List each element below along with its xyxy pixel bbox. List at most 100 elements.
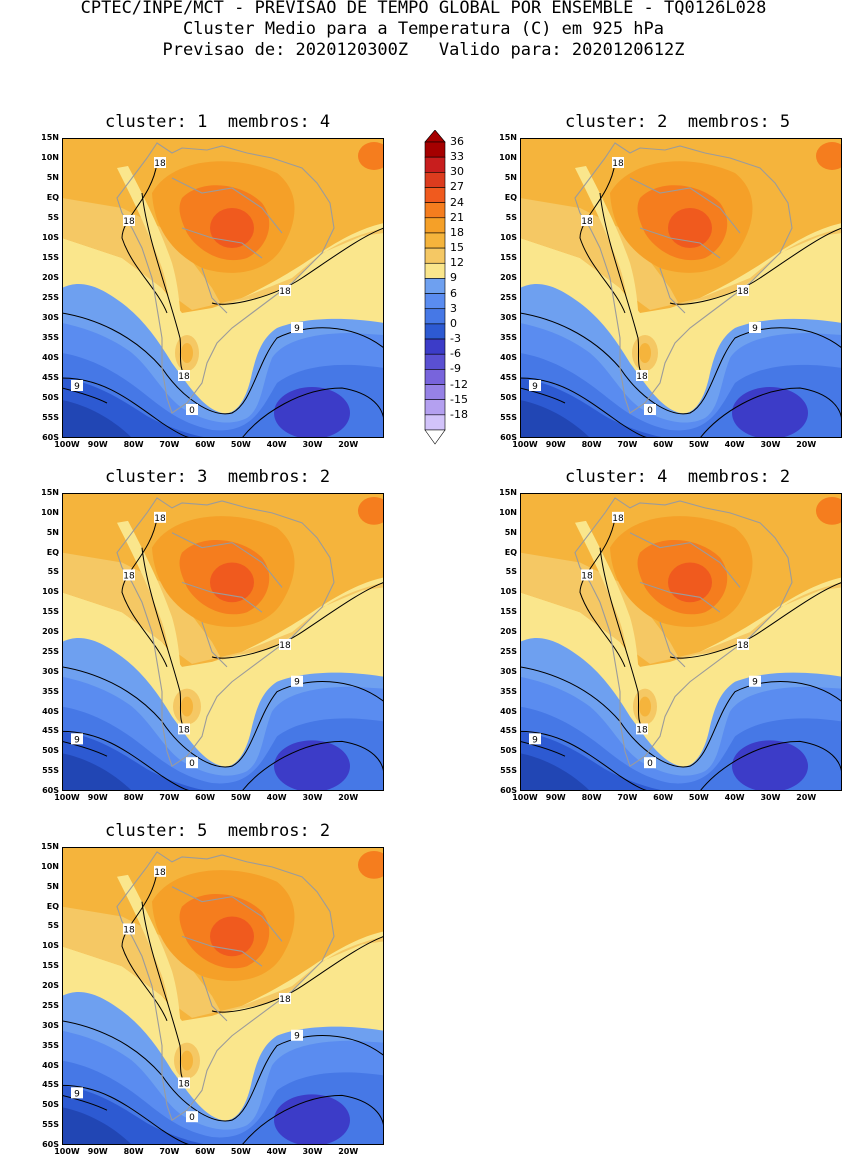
lat-tick-label: 5N	[504, 527, 517, 537]
colorbar-arrow-bottom	[424, 429, 446, 445]
colorbar-level-label: -3	[450, 332, 461, 346]
lon-tick-label: 20W	[338, 1147, 359, 1156]
contour-label: 18	[612, 514, 624, 524]
lat-tick-label: 55S	[42, 766, 59, 776]
lon-tick-label: 50W	[230, 793, 251, 802]
lat-tick-label: 40S	[42, 353, 59, 362]
lon-tick-label: 30W	[302, 1147, 323, 1156]
lat-tick-label: 60S	[500, 433, 517, 442]
lat-tick-label: 30S	[500, 666, 517, 676]
lat-tick-label: 40S	[500, 706, 517, 716]
lat-tick-label: 5N	[46, 173, 59, 182]
lat-tick-label: 10S	[500, 587, 517, 597]
colorbar-swatch	[424, 232, 446, 249]
contour-label-box	[636, 723, 648, 735]
contour-label-box	[612, 511, 624, 523]
lat-tick-label: EQ	[46, 547, 59, 557]
contour-label-box	[186, 1111, 198, 1123]
lon-tick-label: 80W	[123, 793, 144, 802]
lat-tick-label: 40S	[42, 706, 59, 716]
lat-tick-label: 45S	[500, 726, 517, 736]
colorbar-level-label: -6	[450, 347, 461, 361]
lat-tick-label: 15S	[500, 253, 517, 262]
lat-tick-label: 60S	[42, 786, 59, 795]
contour-label: 18	[178, 1079, 190, 1089]
colorbar-level-label: 18	[450, 225, 464, 239]
lon-tick-label: 90W	[87, 1147, 108, 1156]
contour-label-box	[186, 757, 198, 769]
lon-tick-label: 20W	[796, 793, 817, 802]
lat-tick-label: 45S	[42, 373, 59, 382]
lat-tick-label: 15S	[42, 607, 59, 617]
contour-label-box	[291, 1029, 303, 1041]
contour-label-box	[529, 733, 541, 745]
contour-label: 18	[737, 287, 749, 297]
colorbar	[424, 130, 446, 445]
lon-tick-label: 50W	[230, 1147, 251, 1156]
panel-title: cluster: 5 membros: 2	[105, 821, 331, 841]
lat-tick-label: 55S	[500, 766, 517, 776]
lat-tick-label: 15N	[499, 133, 517, 142]
contour-label: 9	[752, 678, 758, 688]
lon-tick-label: 60W	[195, 440, 216, 449]
lat-tick-label: 50S	[42, 746, 59, 756]
lon-tick-label: 20W	[338, 440, 359, 449]
lat-tick-label: 20S	[42, 627, 59, 637]
contour-label-box	[123, 569, 135, 581]
lat-tick-label: 5S	[47, 921, 59, 931]
lon-tick-label: 30W	[302, 440, 323, 449]
lat-tick-label: 5S	[505, 567, 517, 577]
contour-label-box	[581, 569, 593, 581]
lat-tick-label: 10N	[499, 153, 517, 162]
contour-label: 0	[189, 406, 195, 416]
colorbar-level-label: 24	[450, 195, 464, 209]
contour-label-box	[154, 157, 166, 168]
contour-label: 9	[294, 1032, 300, 1042]
contour-label-box	[123, 923, 135, 935]
contour-label-box	[612, 157, 624, 168]
lat-tick-label: 50S	[42, 1100, 59, 1110]
lon-tick-label: 30W	[302, 793, 323, 802]
contour-label: 18	[279, 641, 291, 651]
colorbar-swatch	[424, 399, 446, 416]
lat-tick-label: 10N	[41, 153, 59, 162]
contour-label-box	[749, 322, 761, 333]
contour-label-box	[737, 638, 749, 650]
lat-tick-label: 15S	[42, 253, 59, 262]
lon-tick-label: 70W	[617, 793, 638, 802]
lat-tick-label: 30S	[500, 313, 517, 322]
lat-tick-label: 20S	[500, 273, 517, 282]
colorbar-level-label: 0	[450, 316, 457, 330]
lat-tick-label: 5S	[505, 213, 517, 222]
lon-tick-label: 60W	[653, 440, 674, 449]
colorbar-swatch	[424, 293, 446, 310]
header-line-2: Cluster Medio para a Temperatura (C) em …	[182, 19, 665, 39]
contour-label-box	[154, 865, 166, 877]
panel-title: cluster: 2 membros: 5	[565, 112, 791, 132]
colorbar-level-label: 27	[450, 180, 464, 194]
colorbar-level-label: 30	[450, 165, 464, 179]
lon-tick-label: 100W	[54, 793, 80, 802]
colorbar-level-label: -18	[450, 407, 468, 421]
contour-label: 18	[279, 287, 291, 297]
lon-tick-label: 50W	[230, 440, 251, 449]
lat-tick-label: 35S	[500, 333, 517, 342]
lat-tick-label: 5N	[504, 173, 517, 182]
lon-tick-label: 60W	[653, 793, 674, 802]
contour-label-box	[154, 511, 166, 523]
lon-tick-label: 90W	[545, 440, 566, 449]
lat-tick-label: 60S	[500, 786, 517, 795]
colorbar-swatch	[424, 369, 446, 385]
lat-tick-label: 45S	[42, 1080, 59, 1090]
lat-tick-label: 10S	[42, 587, 59, 597]
contour-label-box	[279, 638, 291, 650]
colorbar-level-label: -15	[450, 392, 468, 406]
contour-label-box	[178, 370, 190, 381]
lat-tick-label: 55S	[42, 1120, 59, 1130]
contour-label: 18	[123, 925, 135, 935]
lat-tick-label: 35S	[500, 686, 517, 696]
lat-tick-label: 5N	[46, 881, 59, 891]
colorbar-swatch	[424, 323, 446, 340]
contour-label: 0	[647, 406, 653, 416]
colorbar-level-label: 36	[450, 135, 464, 148]
